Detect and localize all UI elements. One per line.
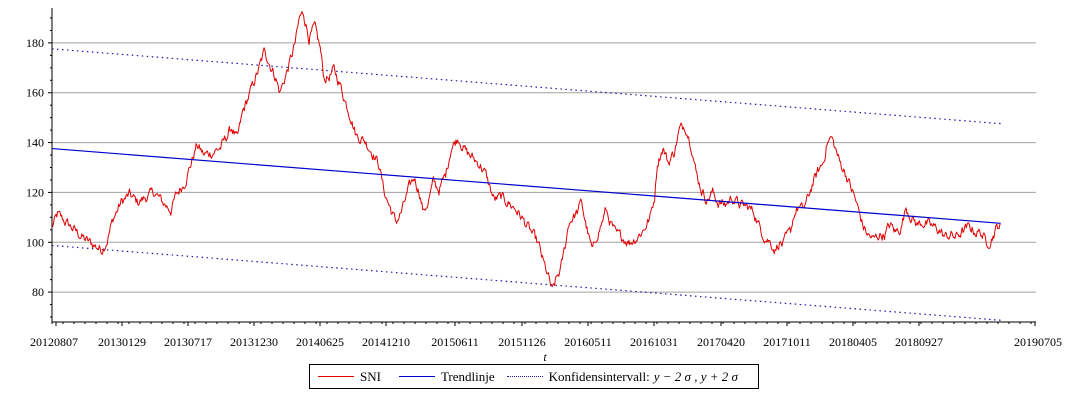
x-tick-label-20130129: 20130129: [98, 335, 146, 349]
x-tick-label-20151126: 20151126: [498, 335, 546, 349]
x-tick-label-20160511: 20160511: [564, 335, 612, 349]
confidence-lower-line: [51, 244, 1001, 321]
y-tick-label-80: 80: [32, 285, 44, 299]
legend-swatch-sni: [318, 376, 354, 377]
x-tick-label-20161031: 20161031: [630, 335, 678, 349]
legend-label-trend: Trendlinje: [440, 368, 495, 384]
confidence-upper-line: [51, 48, 1001, 125]
legend-label-sni: SNI: [360, 368, 381, 384]
legend-item-sni: SNI: [318, 369, 381, 385]
axes: [48, 8, 1036, 326]
series-layer: [51, 11, 1001, 321]
x-tick-label-20190705: 20190705: [1014, 335, 1062, 349]
x-tick-label-20170420: 20170420: [697, 335, 745, 349]
y-tick-labels: 80 100 120 140 160 180: [26, 36, 44, 299]
legend-swatch-confidence: [506, 376, 543, 377]
x-tick-label-20141210: 20141210: [362, 335, 410, 349]
legend-label-confidence: Konfidensintervall:: [548, 368, 650, 384]
legend-item-trend: Trendlinje: [398, 368, 495, 385]
x-tick-label-20140625: 20140625: [296, 335, 344, 349]
legend-item-confidence: Konfidensintervall: y − 2 σ , y + 2 σ: [506, 368, 738, 385]
x-tick-label-20120807: 20120807: [30, 335, 78, 349]
x-tick-labels: 20120807 20130129 20130717 20131230 20140625…: [30, 335, 1062, 349]
series-line-sni: [51, 11, 1001, 287]
x-tick-label-20131230: 20131230: [230, 335, 278, 349]
x-tick-label-20150611: 20150611: [431, 335, 479, 349]
gridlines: [52, 42, 1036, 293]
x-tick-label-20130717: 20130717: [164, 335, 212, 349]
y-tick-label-100: 100: [26, 235, 44, 249]
x-tick-label-20180927: 20180927: [895, 335, 943, 349]
legend: SNI Trendlinje Konfidensintervall: y − 2…: [309, 364, 759, 389]
x-tick-label-20180405: 20180405: [829, 335, 877, 349]
x-axis-label: t: [543, 350, 547, 364]
y-tick-label-160: 160: [26, 86, 44, 100]
y-tick-label-180: 180: [26, 36, 44, 50]
series-line-trendlinje: [51, 147, 1001, 224]
legend-formula-confidence: y − 2 σ , y + 2 σ: [653, 368, 738, 384]
x-tick-label-20171011: 20171011: [763, 335, 811, 349]
legend-swatch-trend: [398, 376, 435, 377]
y-tick-label-140: 140: [26, 136, 44, 150]
y-tick-label-120: 120: [26, 185, 44, 199]
